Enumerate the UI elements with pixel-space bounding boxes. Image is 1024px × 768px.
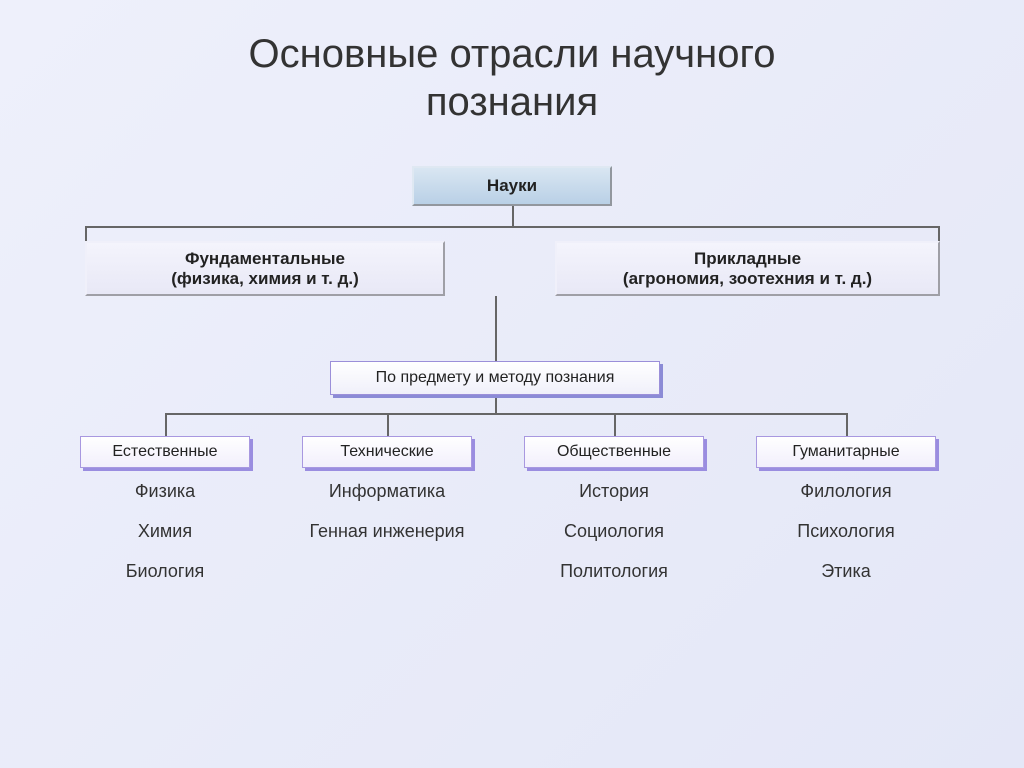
cat-label: Общественные (557, 443, 671, 461)
branch2-sub: (агрономия, зоотехния и т. д.) (623, 269, 872, 289)
example-item: Генная инженерия (297, 521, 477, 543)
cat-social: Общественные (524, 436, 704, 468)
connector (85, 226, 940, 228)
cat-label: Естественные (112, 443, 217, 461)
branch1-label: Фундаментальные (185, 249, 345, 269)
example-item: История (524, 481, 704, 502)
title-line1: Основные отрасли научного (249, 32, 776, 76)
diagram-canvas: Науки Фундаментальные (физика, химия и т… (0, 126, 1024, 726)
branch2-label: Прикладные (694, 249, 801, 269)
connector (387, 413, 389, 436)
example-item: Химия (75, 521, 255, 542)
branch-fundamental: Фундаментальные (физика, химия и т. д.) (85, 241, 445, 296)
cat-label: Технические (340, 443, 433, 461)
connector (846, 413, 848, 436)
example-item: Физика (75, 481, 255, 502)
root-label: Науки (487, 176, 537, 196)
example-item: Психология (756, 521, 936, 542)
example-item: Этика (756, 561, 936, 582)
branch1-sub: (физика, химия и т. д.) (171, 269, 359, 289)
branch-applied: Прикладные (агрономия, зоотехния и т. д.… (555, 241, 940, 296)
cat-technical: Технические (302, 436, 472, 468)
section-node: По предмету и методу познания (330, 361, 660, 395)
example-item: Биология (75, 561, 255, 582)
connector (495, 395, 497, 413)
example-item: Политология (524, 561, 704, 582)
root-node: Науки (412, 166, 612, 206)
connector (495, 296, 497, 361)
cat-natural: Естественные (80, 436, 250, 468)
title-line2: познания (426, 80, 598, 124)
connector (165, 413, 846, 415)
example-item: Социология (524, 521, 704, 542)
cat-label: Гуманитарные (792, 443, 899, 461)
section-label: По предмету и методу познания (376, 369, 615, 387)
main-title: Основные отрасли научного познания (0, 0, 1024, 126)
connector (614, 413, 616, 436)
connector (512, 206, 514, 226)
example-item: Филология (756, 481, 936, 502)
cat-humanities: Гуманитарные (756, 436, 936, 468)
example-item: Информатика (297, 481, 477, 502)
connector (165, 413, 167, 436)
